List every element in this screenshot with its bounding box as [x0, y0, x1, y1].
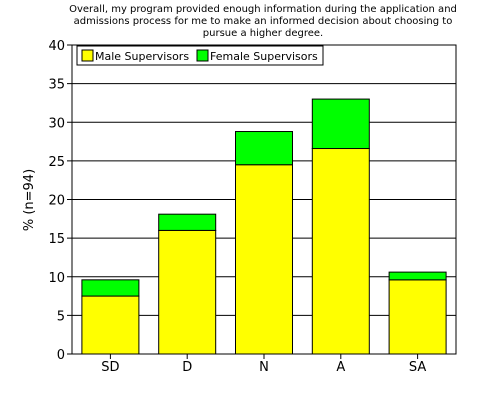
x-tick-label: D [182, 360, 192, 375]
bar-segment-male-a [311, 148, 370, 355]
bar-segment-male-sd [81, 295, 140, 355]
y-tick-label: 20 [48, 194, 65, 209]
x-tick-label: SA [409, 360, 426, 375]
y-tick-label: 25 [48, 155, 65, 170]
chart-title-line-2: admissions process for me to make an inf… [74, 16, 453, 27]
bars [81, 98, 447, 355]
x-tick-labels: SD D N A SA [101, 354, 426, 375]
y-tick-labels: 0 5 10 15 20 25 30 35 40 [48, 39, 72, 363]
legend: Male Supervisors Female Supervisors [76, 45, 324, 66]
legend-swatch-male [81, 49, 94, 62]
y-tick-label: 5 [57, 309, 65, 324]
legend-label-female: Female Supervisors [210, 50, 318, 63]
x-tick-label: SD [101, 360, 119, 375]
y-tick-label: 30 [48, 116, 65, 131]
legend-label-male: Male Supervisors [95, 50, 189, 63]
chart-title-line-1: Overall, my program provided enough info… [69, 4, 457, 15]
chart-title-line-3: pursue a higher degree. [203, 28, 323, 39]
chart-title: Overall, my program provided enough info… [69, 4, 457, 39]
bar-segment-male-d [158, 229, 217, 355]
y-tick-label: 40 [48, 39, 65, 54]
y-tick-label: 15 [48, 232, 65, 247]
bar-segment-female-sa [388, 271, 447, 281]
x-tick-label: A [336, 360, 345, 375]
bar-segment-female-a [311, 98, 370, 150]
y-axis-label: % (n=94) [22, 169, 37, 231]
bar-segment-female-d [158, 213, 217, 231]
y-tick-label: 0 [57, 348, 65, 363]
y-tick-label: 10 [48, 271, 65, 286]
bar-segment-female-n [235, 131, 293, 166]
x-tick-label: N [259, 360, 269, 375]
legend-swatch-female [196, 49, 209, 62]
y-tick-label: 35 [48, 78, 65, 93]
bar-segment-male-n [235, 164, 293, 355]
bar-segment-female-sd [81, 279, 140, 297]
bar-segment-male-sa [388, 279, 447, 355]
